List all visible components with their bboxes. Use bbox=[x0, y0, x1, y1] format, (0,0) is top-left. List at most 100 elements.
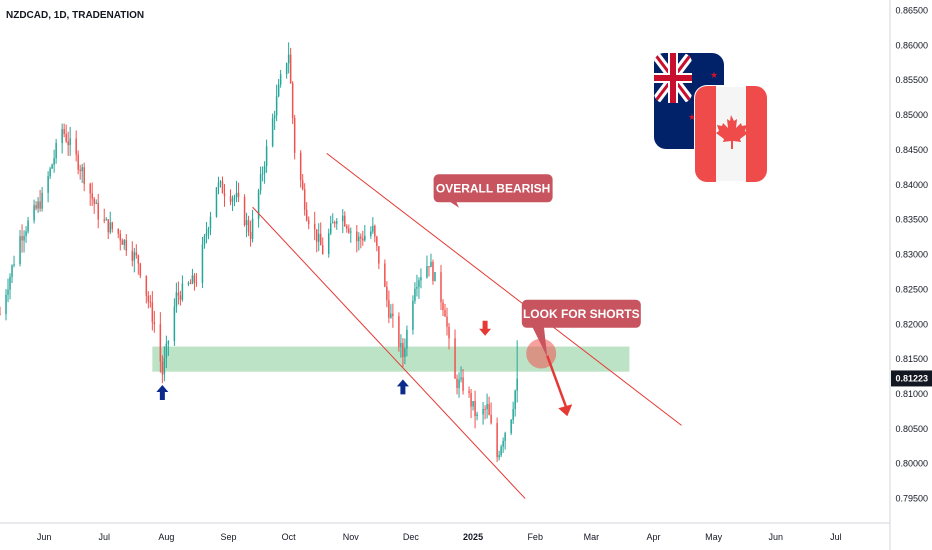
candle-body bbox=[319, 233, 322, 246]
candle-body bbox=[301, 180, 304, 190]
candle-body bbox=[243, 196, 246, 226]
x-tick-label: Apr bbox=[646, 532, 660, 542]
x-tick-label: Aug bbox=[158, 532, 174, 542]
candle-body bbox=[63, 129, 65, 134]
candle-body bbox=[398, 316, 400, 347]
y-tick-label: 0.83000 bbox=[895, 250, 928, 260]
candle-body bbox=[303, 189, 306, 210]
candle-body bbox=[470, 392, 472, 407]
candle-body bbox=[41, 192, 43, 209]
time-axis[interactable]: Jun Jul Aug Sep Oct Nov Dec 2025 Feb Mar Apr May Jun… bbox=[0, 522, 890, 542]
candle-body bbox=[53, 158, 55, 165]
candle-body bbox=[21, 236, 23, 241]
candle-body bbox=[9, 276, 11, 290]
candle-body bbox=[346, 225, 348, 229]
candle-body bbox=[291, 83, 294, 118]
candle-body bbox=[195, 282, 198, 284]
y-tick-label: 0.86500 bbox=[895, 5, 928, 15]
candle-body bbox=[49, 168, 51, 177]
candle-body bbox=[444, 310, 446, 317]
candle-body bbox=[440, 272, 442, 303]
candle-body bbox=[420, 277, 422, 281]
candle-body bbox=[426, 266, 428, 278]
candle-body bbox=[167, 341, 170, 344]
candle-body bbox=[402, 342, 404, 357]
y-tick-label: 0.85500 bbox=[895, 75, 928, 85]
candle-body bbox=[13, 264, 15, 266]
candle-body bbox=[336, 221, 338, 224]
candle-body bbox=[370, 231, 372, 236]
candle-body bbox=[289, 54, 292, 84]
candle-body bbox=[201, 244, 204, 284]
candle-body bbox=[500, 446, 502, 456]
candle-body bbox=[259, 174, 262, 191]
candle-body bbox=[386, 286, 388, 301]
x-tick-label: Jul bbox=[830, 532, 842, 542]
svg-text:★: ★ bbox=[688, 113, 696, 123]
callout-overall-bearish: OVERALL BEARISH bbox=[433, 174, 553, 208]
candle-body bbox=[163, 357, 166, 375]
candle-body bbox=[33, 205, 35, 221]
candle-body bbox=[273, 115, 276, 119]
candle-body bbox=[61, 129, 63, 143]
x-tick-label: May bbox=[705, 532, 723, 542]
candle-body bbox=[458, 379, 460, 389]
candle-body bbox=[191, 275, 194, 284]
support-zone-layer bbox=[152, 346, 630, 372]
candle-body bbox=[5, 294, 7, 314]
candle-body bbox=[265, 146, 268, 167]
candle-body bbox=[205, 233, 208, 237]
candle-body bbox=[247, 220, 250, 233]
candle-body bbox=[111, 222, 114, 230]
candle-body bbox=[51, 164, 53, 169]
candle-body bbox=[313, 223, 316, 230]
callout-box bbox=[521, 299, 641, 328]
symbol-title: NZDCAD, 1D, TRADENATION bbox=[6, 10, 144, 21]
candle-body bbox=[277, 84, 280, 97]
up-arrow-marker bbox=[156, 384, 169, 400]
candle-body bbox=[181, 283, 184, 300]
candle-body bbox=[327, 233, 330, 254]
candle-body bbox=[468, 390, 470, 393]
x-tick-label: Dec bbox=[403, 532, 420, 542]
candle-body bbox=[35, 205, 37, 209]
candle-body bbox=[77, 154, 79, 170]
x-tick-label: Jun bbox=[37, 532, 52, 542]
candle-body bbox=[107, 219, 109, 233]
y-tick-label: 0.82000 bbox=[895, 319, 928, 329]
candle-body bbox=[7, 289, 9, 295]
y-tick-label: 0.80500 bbox=[895, 424, 928, 434]
candle-body bbox=[11, 265, 13, 277]
x-tick-label: Nov bbox=[343, 532, 360, 542]
candle-body bbox=[67, 141, 69, 146]
candle-body bbox=[432, 261, 434, 282]
candle-body bbox=[193, 275, 196, 283]
candle-body bbox=[434, 272, 436, 282]
candle-body bbox=[360, 236, 362, 239]
candle-body bbox=[514, 390, 516, 410]
callout-label: LOOK FOR SHORTS bbox=[523, 307, 640, 321]
x-tick-label: Mar bbox=[584, 532, 600, 542]
candle-body bbox=[47, 176, 49, 193]
candle-body bbox=[133, 252, 136, 261]
candle-body bbox=[315, 229, 318, 242]
candle-body bbox=[448, 326, 450, 339]
candle-body bbox=[187, 283, 190, 285]
y-tick-label: 0.86000 bbox=[895, 40, 928, 50]
trendline-lower bbox=[252, 206, 526, 499]
callout-look-for-shorts: LOOK FOR SHORTS bbox=[521, 299, 641, 358]
y-tick-label: 0.81500 bbox=[895, 354, 928, 364]
x-tick-label: Oct bbox=[282, 532, 297, 542]
candle-body bbox=[331, 222, 334, 224]
candle-body bbox=[376, 236, 378, 247]
candle-body bbox=[329, 223, 332, 234]
price-axis[interactable]: 0.86500 0.86000 0.85500 0.85000 0.84500 0.840… bbox=[889, 0, 932, 550]
x-tick-label: 2025 bbox=[463, 532, 483, 542]
candle-body bbox=[151, 302, 154, 323]
candle-body bbox=[299, 152, 302, 181]
candle-body bbox=[207, 228, 210, 234]
candle-body bbox=[372, 225, 374, 232]
candle-body bbox=[97, 202, 99, 220]
